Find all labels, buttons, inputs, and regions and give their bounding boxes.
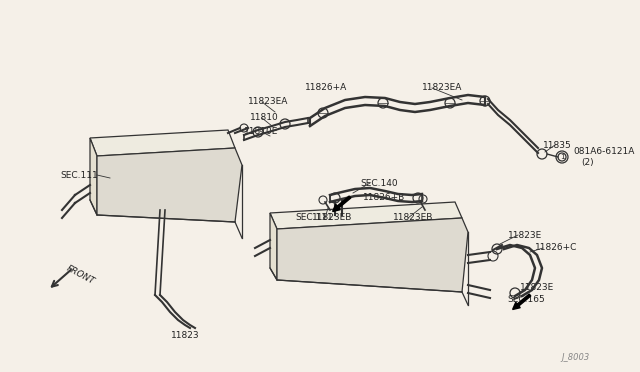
Text: FRONT: FRONT (64, 264, 96, 286)
Text: 11826+C: 11826+C (535, 244, 577, 253)
Polygon shape (90, 138, 97, 215)
Text: 11823EB: 11823EB (312, 214, 353, 222)
Polygon shape (97, 148, 242, 222)
Text: 11823EA: 11823EA (422, 83, 462, 93)
Text: 081A6-6121A: 081A6-6121A (573, 148, 634, 157)
Text: 11823EB: 11823EB (393, 214, 433, 222)
Text: 1: 1 (560, 154, 564, 160)
Polygon shape (277, 218, 468, 292)
Text: (2): (2) (581, 157, 594, 167)
Text: SEC.165: SEC.165 (507, 295, 545, 305)
Text: 11823E: 11823E (520, 283, 554, 292)
Text: SEC.140: SEC.140 (360, 179, 397, 187)
FancyArrow shape (333, 196, 351, 211)
Text: 11810: 11810 (250, 113, 279, 122)
Text: 11823EA: 11823EA (248, 97, 289, 106)
Text: 11826+A: 11826+A (305, 83, 347, 93)
Text: J_8003: J_8003 (562, 353, 590, 362)
Text: 11835: 11835 (543, 141, 572, 150)
Polygon shape (270, 202, 462, 229)
Text: 11823: 11823 (171, 330, 199, 340)
Text: 11810E: 11810E (244, 126, 278, 135)
Text: SEC.111: SEC.111 (295, 214, 333, 222)
Text: SEC.111: SEC.111 (60, 170, 98, 180)
Polygon shape (270, 213, 277, 280)
Text: 11826+B: 11826+B (363, 193, 405, 202)
Text: 11823E: 11823E (508, 231, 542, 240)
Polygon shape (90, 130, 235, 156)
FancyArrow shape (513, 294, 531, 310)
